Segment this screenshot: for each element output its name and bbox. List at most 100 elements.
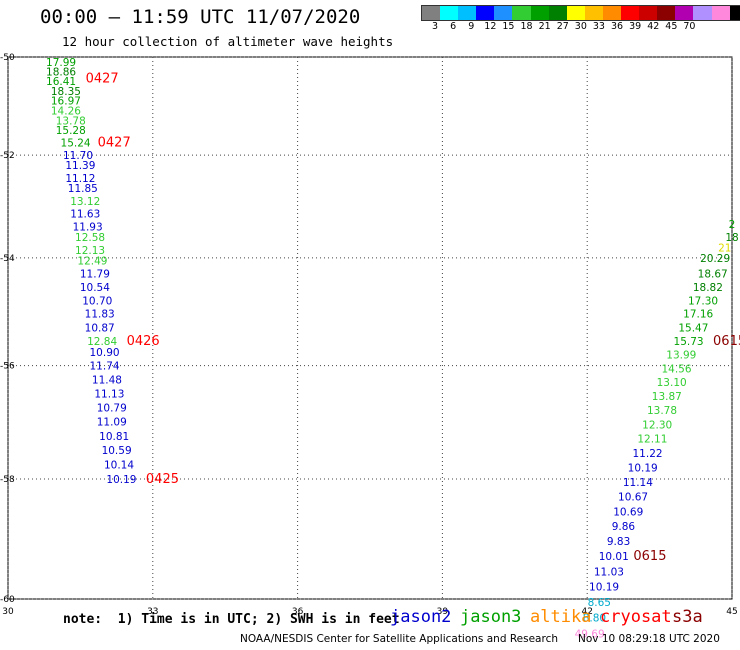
wave-height-value: 21 (718, 242, 731, 254)
legend-swatch (602, 6, 622, 20)
wave-height-value: 13.10 (657, 377, 687, 389)
wave-height-value: 18 (725, 232, 738, 244)
wave-height-value: 10.69 (613, 506, 643, 518)
generated-timestamp: Nov 10 08:29:18 UTC 2020 (578, 633, 720, 645)
legend-swatch (512, 6, 531, 20)
legend-swatch (566, 6, 585, 20)
wave-height-value: 12.84 (87, 336, 117, 348)
wave-height-value: 10.19 (628, 462, 658, 474)
legend-swatch (639, 6, 658, 20)
footnote: note: 1) Time is in UTC; 2) SWH is in fe… (63, 612, 400, 627)
wave-height-value: 18.35 (51, 86, 81, 98)
wave-height-value: 10.67 (618, 492, 648, 504)
wave-height-value: 15.47 (678, 322, 708, 334)
wave-height-value: 10.19 (589, 582, 619, 594)
wave-height-value: 12.30 (642, 419, 672, 431)
wave-height-value: 10.79 (97, 402, 127, 414)
credit-line: NOAA/NESDIS Center for Satellite Applica… (240, 633, 558, 645)
legend-label: 36 (611, 21, 624, 32)
wave-height-value: 49.69 (575, 628, 605, 640)
legend-label: 3 (432, 21, 439, 32)
wave-height-value: 14.26 (51, 105, 81, 117)
wave-height-value: 11.03 (594, 566, 624, 578)
wave-height-value: 10.87 (85, 322, 115, 334)
latitude-tick-label: -54 (0, 254, 15, 264)
wave-height-value: 2 (729, 219, 736, 231)
wave-height-value: 18.82 (693, 282, 723, 294)
wave-height-value: 13.12 (70, 196, 100, 208)
wave-height-value: 14.56 (661, 363, 691, 375)
map-tick-labels: 30 33 36 39 42 45 -50 -52 -54 -56 -58 -60 (0, 53, 738, 617)
map-grid (7, 56, 733, 600)
wave-height-value: 11.22 (633, 448, 663, 460)
wave-height-value: 11.70 (63, 150, 93, 162)
wave-height-value: 10.19 (106, 474, 136, 486)
legend-swatch (422, 6, 441, 20)
latitude-tick-label: -60 (0, 595, 15, 605)
wave-height-value: 16.97 (51, 96, 81, 108)
wave-height-value: 15.24 (61, 138, 91, 150)
wave-height-value: 18.67 (698, 269, 728, 281)
longitude-tick-label: 39 (437, 607, 449, 617)
latitude-tick-label: -58 (0, 475, 15, 485)
wave-height-value: 11.83 (85, 309, 115, 321)
wave-height-value: 18.86 (46, 66, 76, 78)
wave-height-value: 11.74 (90, 361, 120, 373)
legend-label: 70 (683, 21, 696, 32)
altimeter-track-west: 17.9918.8616.4118.3516.9714.2613.7815.28… (46, 57, 179, 487)
wave-height-value: 20.29 (700, 253, 730, 265)
wave-height-value: 11.14 (623, 477, 653, 489)
legend-swatch (621, 6, 640, 20)
wave-height-value: 10.81 (99, 431, 129, 443)
wave-height-value: 11.63 (70, 209, 100, 221)
wave-height-value: 12.58 (75, 232, 105, 244)
legend-swatch (584, 6, 603, 20)
map-title: 00:00 – 11:59 UTC 11/07/2020 (40, 6, 361, 28)
satellite-legend-entry: jason3 (460, 607, 522, 627)
wave-height-value: 17.30 (688, 295, 718, 307)
wave-height-value: 13.78 (56, 115, 86, 127)
pass-time-label: 0427 (86, 72, 119, 87)
satellite-legend-entry: jason2 (390, 607, 452, 627)
wave-height-value: 11.48 (92, 374, 122, 386)
pass-time-label: 0615 (633, 549, 666, 564)
wave-height-value: 17.99 (46, 57, 76, 69)
wave-height-value: 10.14 (104, 460, 134, 472)
legend-swatch (675, 6, 694, 20)
longitude-tick-label: 36 (292, 607, 304, 617)
legend-label: 12 (484, 21, 497, 32)
legend-label: 45 (665, 21, 678, 32)
wave-height-value: 12.11 (637, 434, 667, 446)
pass-time-label: 0427 (98, 136, 131, 151)
pass-time-label: 0426 (127, 334, 160, 349)
wave-height-value: 10.90 (90, 347, 120, 359)
legend-label: 18 (520, 21, 533, 32)
longitude-tick-label: 30 (2, 607, 14, 617)
legend-swatch (440, 6, 459, 20)
satellite-legend-entry: altika (530, 607, 592, 627)
satellite-legend-entry: cryosat (600, 607, 672, 627)
legend-label: 39 (629, 21, 642, 32)
map-frame (7, 56, 733, 600)
wave-height-value: 12.13 (75, 245, 105, 257)
legend-swatch (458, 6, 477, 20)
color-legend (421, 5, 740, 21)
wave-height-value: 15.28 (56, 125, 86, 137)
legend-label: 30 (574, 21, 587, 32)
wave-height-value: 9.83 (607, 536, 630, 548)
wave-height-value: 11.12 (65, 173, 95, 185)
legend-label: 15 (502, 21, 515, 32)
legend-label: 27 (556, 21, 569, 32)
map-subtitle: 12 hour collection of altimeter wave hei… (62, 34, 394, 49)
pass-time-label: 0615 (713, 334, 740, 349)
wave-height-value: 11.79 (80, 269, 110, 281)
wave-height-value: 10.54 (80, 282, 110, 294)
legend-swatch (548, 6, 567, 20)
longitude-tick-label: 42 (581, 607, 592, 617)
legend-swatch (476, 6, 495, 20)
wave-height-value: 10.70 (82, 295, 112, 307)
wave-height-value: 11.93 (73, 222, 103, 234)
wave-height-value: 13.99 (666, 350, 696, 362)
latitude-tick-label: -56 (0, 362, 15, 372)
